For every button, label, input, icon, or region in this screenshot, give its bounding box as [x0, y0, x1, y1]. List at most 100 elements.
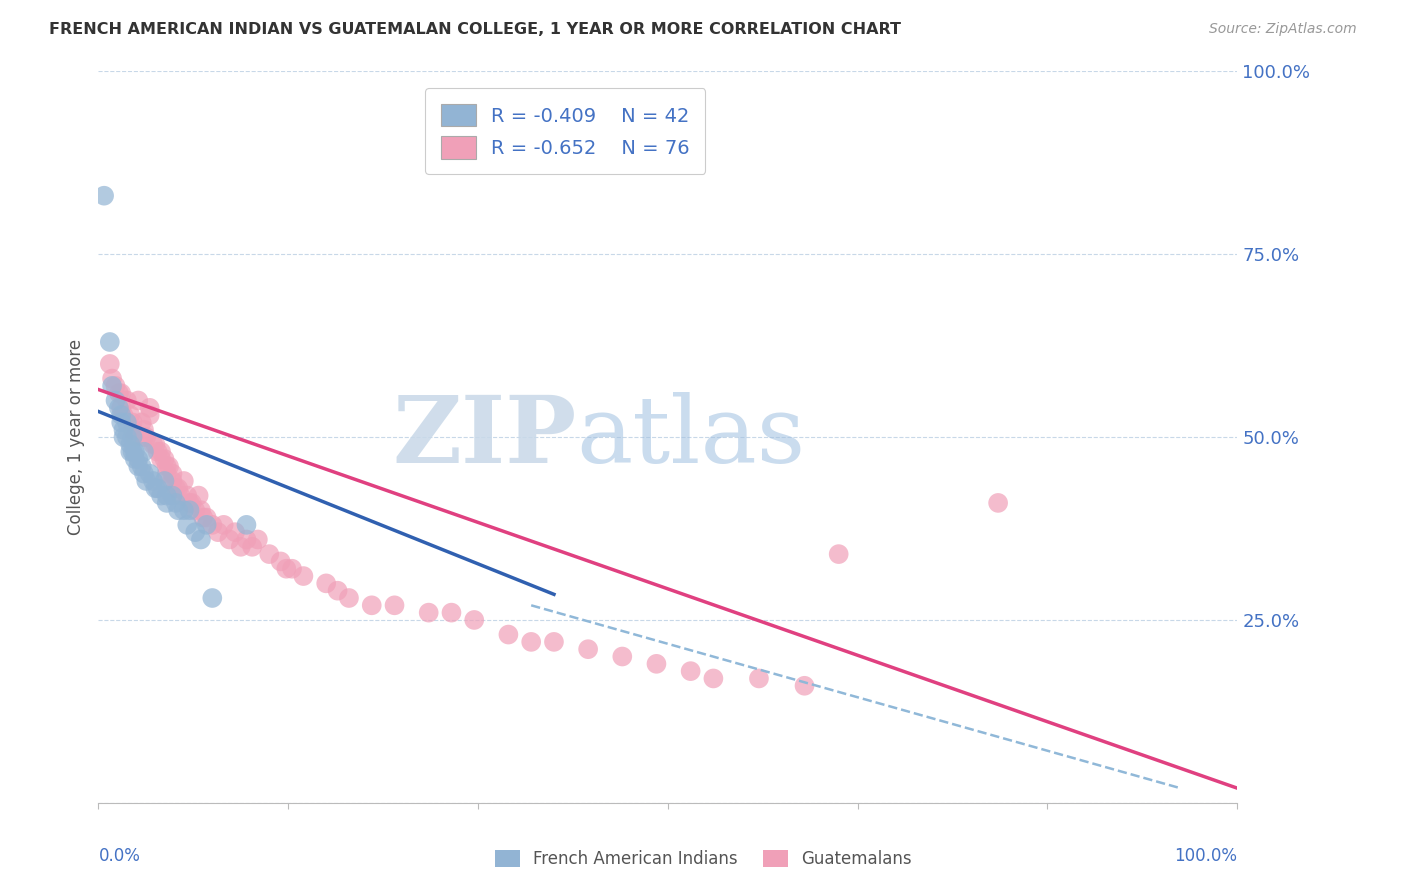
Point	[173, 474, 195, 488]
Point	[326, 583, 349, 598]
Y-axis label: College, 1 year or more: College, 1 year or more	[66, 339, 84, 535]
Point	[173, 503, 195, 517]
Point	[612, 649, 634, 664]
Point	[120, 444, 142, 458]
Point	[276, 562, 298, 576]
Point	[165, 481, 187, 495]
Point	[987, 496, 1010, 510]
Point	[150, 489, 173, 503]
Point	[104, 379, 127, 393]
Point	[315, 576, 337, 591]
Point	[190, 503, 212, 517]
Point	[195, 510, 218, 524]
Point	[115, 393, 138, 408]
Point	[121, 416, 143, 430]
Point	[169, 489, 191, 503]
Point	[127, 459, 149, 474]
Point	[207, 525, 229, 540]
Point	[360, 599, 382, 613]
Point	[543, 635, 565, 649]
Point	[201, 517, 224, 532]
Point	[115, 416, 138, 430]
Point	[176, 489, 198, 503]
Point	[112, 408, 135, 422]
Point	[135, 474, 157, 488]
Point	[150, 452, 173, 467]
Point	[146, 444, 169, 458]
Point	[132, 423, 155, 437]
Point	[184, 503, 207, 517]
Point	[463, 613, 485, 627]
Point	[156, 467, 179, 481]
Point	[748, 672, 770, 686]
Point	[176, 517, 198, 532]
Point	[132, 430, 155, 444]
Point	[132, 467, 155, 481]
Point	[145, 437, 167, 451]
Point	[187, 489, 209, 503]
Point	[156, 459, 179, 474]
Point	[120, 408, 142, 422]
Point	[101, 379, 124, 393]
Point	[121, 430, 143, 444]
Point	[110, 416, 132, 430]
Point	[142, 437, 165, 451]
Point	[146, 481, 169, 495]
Point	[135, 430, 157, 444]
Point	[337, 591, 360, 605]
Point	[112, 423, 135, 437]
Point	[292, 569, 315, 583]
Point	[98, 357, 121, 371]
Point	[440, 606, 463, 620]
Point	[121, 423, 143, 437]
Point	[127, 393, 149, 408]
Point	[165, 496, 187, 510]
Point	[98, 334, 121, 349]
Point	[167, 481, 190, 495]
Point	[162, 489, 184, 503]
Point	[193, 510, 215, 524]
Point	[138, 408, 160, 422]
Point	[184, 525, 207, 540]
Point	[418, 606, 440, 620]
Point	[235, 533, 257, 547]
Point	[150, 444, 173, 458]
Text: FRENCH AMERICAN INDIAN VS GUATEMALAN COLLEGE, 1 YEAR OR MORE CORRELATION CHART: FRENCH AMERICAN INDIAN VS GUATEMALAN COL…	[49, 22, 901, 37]
Point	[124, 430, 146, 444]
Point	[120, 437, 142, 451]
Point	[145, 481, 167, 495]
Point	[246, 533, 269, 547]
Point	[93, 188, 115, 202]
Point	[645, 657, 668, 671]
Point	[131, 459, 153, 474]
Point	[576, 642, 599, 657]
Point	[520, 635, 543, 649]
Point	[112, 430, 135, 444]
Point	[224, 525, 246, 540]
Point	[179, 496, 201, 510]
Point	[104, 393, 127, 408]
Point	[108, 386, 131, 401]
Point	[679, 664, 702, 678]
Point	[201, 591, 224, 605]
Point	[828, 547, 851, 561]
Point	[212, 517, 235, 532]
Point	[101, 371, 124, 385]
Text: Source: ZipAtlas.com: Source: ZipAtlas.com	[1209, 22, 1357, 37]
Point	[138, 467, 160, 481]
Point	[142, 474, 165, 488]
Point	[124, 452, 146, 467]
Point	[240, 540, 263, 554]
Point	[195, 517, 218, 532]
Point	[235, 517, 257, 532]
Point	[190, 533, 212, 547]
Legend: R = -0.409    N = 42, R = -0.652    N = 76: R = -0.409 N = 42, R = -0.652 N = 76	[425, 88, 706, 174]
Point	[793, 679, 815, 693]
Point	[127, 452, 149, 467]
Legend: French American Indians, Guatemalans: French American Indians, Guatemalans	[488, 843, 918, 875]
Point	[132, 444, 155, 458]
Point	[110, 386, 132, 401]
Text: 0.0%: 0.0%	[98, 847, 141, 864]
Point	[229, 540, 252, 554]
Point	[218, 533, 240, 547]
